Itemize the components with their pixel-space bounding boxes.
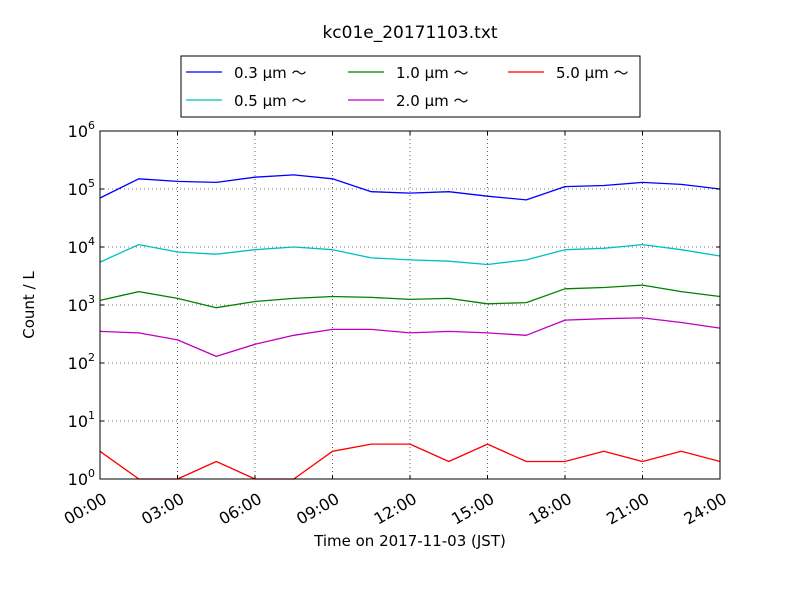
y-tick-label: 101	[68, 409, 95, 431]
chart-title: kc01e_20171103.txt	[322, 23, 497, 43]
series-line-0	[99, 174, 721, 201]
y-tick-label: 100	[68, 467, 95, 489]
y-tick-exponent: 1	[88, 409, 95, 422]
y-tick-base: 10	[68, 412, 88, 431]
legend-label-2: 1.0 μm ～	[396, 64, 469, 82]
series-line-3	[99, 317, 721, 358]
y-tick-label: 103	[68, 293, 95, 315]
y-tick-exponent: 0	[88, 467, 95, 480]
y-tick-exponent: 4	[88, 235, 95, 248]
plot-area	[99, 174, 721, 480]
legend-label-0: 0.3 μm ～	[234, 64, 307, 82]
y-tick-base: 10	[68, 122, 88, 141]
y-tick-label: 102	[68, 351, 95, 373]
legend-label-4: 5.0 μm ～	[556, 64, 629, 82]
y-axis-label: Count / L	[20, 271, 38, 339]
y-tick-base: 10	[68, 238, 88, 257]
series-line-4	[99, 443, 721, 480]
y-tick-base: 10	[68, 354, 88, 373]
x-axis-label: Time on 2017-11-03 (JST)	[313, 532, 506, 550]
series-line-2	[99, 284, 721, 309]
y-tick-base: 10	[68, 470, 88, 489]
y-tick-base: 10	[68, 180, 88, 199]
y-tick-label: 105	[68, 177, 95, 199]
legend-label-1: 0.5 μm ～	[234, 92, 307, 110]
y-tick-exponent: 3	[88, 293, 95, 306]
legend-label-3: 2.0 μm ～	[396, 92, 469, 110]
y-tick-label: 106	[68, 119, 95, 141]
legend-box	[180, 55, 641, 118]
y-tick-base: 10	[68, 296, 88, 315]
legend: 0.3 μm ～ 0.5 μm ～ 1.0 μm ～ 2.0 μm ～ 5.0 μm ～	[180, 55, 641, 118]
y-tick-label: 104	[68, 235, 95, 257]
y-tick-exponent: 6	[88, 119, 95, 132]
y-tick-exponent: 2	[88, 351, 95, 364]
series-line-1	[99, 243, 721, 266]
y-tick-exponent: 5	[88, 177, 95, 190]
